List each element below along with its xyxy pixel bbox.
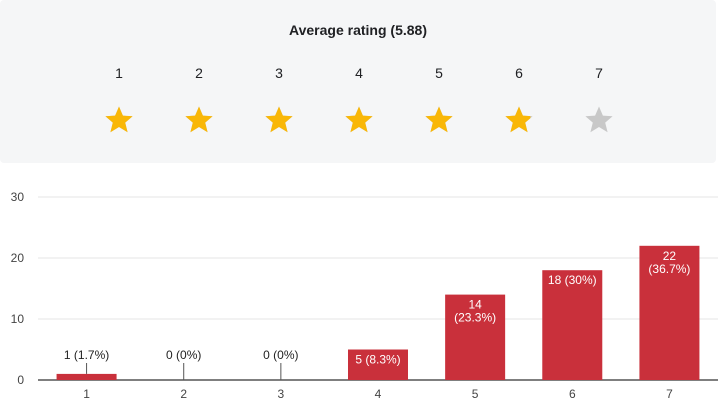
x-tick-label: 2 — [180, 387, 187, 401]
bar-data-label: 1 (1.7%) — [64, 348, 109, 362]
y-tick-label: 20 — [11, 251, 25, 265]
bar — [639, 245, 700, 380]
bar-data-label: 0 (0%) — [166, 348, 201, 362]
y-tick-label: 10 — [11, 312, 25, 326]
bar — [348, 349, 408, 380]
x-tick-label: 3 — [278, 387, 285, 401]
star-empty-icon — [584, 105, 614, 135]
y-tick-label: 30 — [11, 190, 25, 204]
bar-data-label: 0 (0%) — [263, 348, 298, 362]
bar-data-label: 22 — [663, 249, 677, 263]
x-tick-label: 4 — [375, 387, 382, 401]
rating-scale-label: 3 — [275, 65, 283, 81]
star-filled-icon — [344, 105, 374, 135]
rating-scale-label: 1 — [115, 65, 123, 81]
bar-data-label: 14 — [468, 298, 482, 312]
rating-scale-label: 2 — [195, 65, 203, 81]
rating-summary-panel: Average rating (5.88) 1 2 3 4 5 6 7 — [0, 0, 716, 163]
rating-scale-label: 4 — [355, 65, 363, 81]
star-filled-icon — [104, 105, 134, 135]
y-tick-label: 0 — [17, 373, 24, 387]
y-axis: 0 10 20 30 — [11, 190, 25, 387]
bar-data-label: 18 (30%) — [548, 273, 597, 287]
x-tick-label: 7 — [666, 387, 673, 401]
rating-scale-label: 6 — [515, 65, 523, 81]
bar-data-label: 5 (8.3%) — [355, 353, 400, 367]
bar — [542, 270, 603, 380]
rating-scale-label: 5 — [435, 65, 443, 81]
x-tick-label: 5 — [472, 387, 479, 401]
x-tick-label: 6 — [569, 387, 576, 401]
bar-data-label: (36.7%) — [648, 262, 690, 276]
rating-scale-label: 7 — [595, 65, 603, 81]
star-filled-icon — [264, 105, 294, 135]
star-filled-icon — [184, 105, 214, 135]
star-partial-icon — [504, 105, 534, 135]
bar — [56, 373, 117, 380]
average-rating-title: Average rating (5.88) — [289, 22, 427, 38]
chart-bars: 1 (1.7%) 0 (0%) 0 (0%) 5 (8.3%) 14(23.3%) 18 … — [56, 245, 700, 380]
star-filled-icon — [424, 105, 454, 135]
x-axis: 1 2 3 4 5 6 7 — [83, 387, 673, 401]
bar-data-label: (23.3%) — [454, 311, 496, 325]
bar — [445, 294, 506, 380]
x-tick-label: 1 — [83, 387, 90, 401]
